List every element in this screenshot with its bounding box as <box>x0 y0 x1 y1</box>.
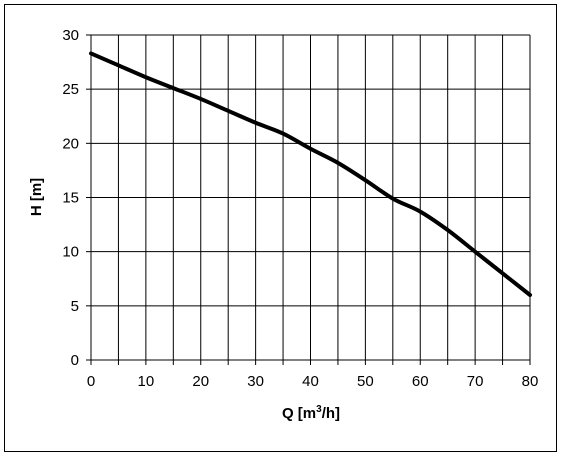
y-tick-label: 0 <box>71 352 79 369</box>
y-tick-label: 10 <box>62 244 79 261</box>
y-tick-labels: 0 5 10 15 20 25 30 <box>62 27 79 369</box>
x-tick-label: 20 <box>192 373 209 390</box>
x-tick-labels: 0 10 20 30 40 50 60 70 80 <box>87 373 539 390</box>
y-axis-title: H [m] <box>28 178 45 216</box>
series-layer <box>89 51 532 297</box>
x-tick-label: 70 <box>467 373 484 390</box>
x-tick-label: 0 <box>87 373 95 390</box>
y-tick-label: 30 <box>62 27 79 44</box>
x-tick-label: 40 <box>302 373 319 390</box>
y-tick-label: 5 <box>71 298 79 315</box>
x-tick-label: 80 <box>522 373 539 390</box>
y-tick-label: 25 <box>62 81 79 98</box>
x-tick-label: 10 <box>138 373 155 390</box>
series-line <box>89 51 532 297</box>
x-axis-title: Q [m3/h] <box>282 404 340 422</box>
y-tick-label: 20 <box>62 135 79 152</box>
grid-lines <box>86 34 531 365</box>
chart-frame <box>4 4 557 452</box>
x-tick-label: 50 <box>357 373 374 390</box>
y-tick-label: 15 <box>62 190 79 207</box>
x-tick-label: 30 <box>247 373 264 390</box>
x-tick-label: 60 <box>412 373 429 390</box>
